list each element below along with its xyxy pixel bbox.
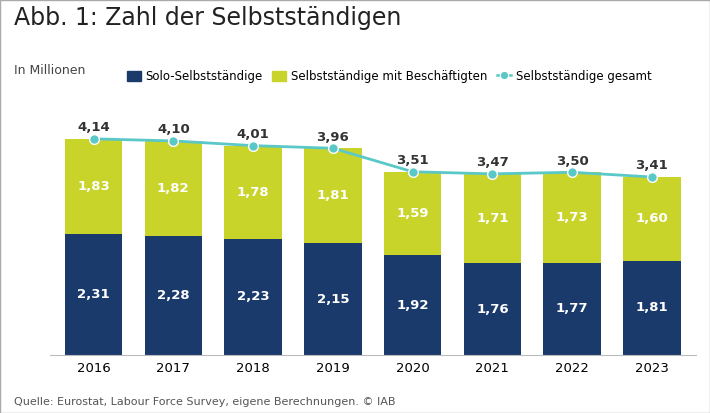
Text: Abb. 1: Zahl der Selbstständigen: Abb. 1: Zahl der Selbstständigen [14, 6, 402, 30]
Bar [65, 235, 122, 355]
Bar [145, 236, 202, 355]
Text: 1,82: 1,82 [157, 182, 190, 195]
Text: 4,10: 4,10 [157, 123, 190, 136]
Legend: Solo-Selbstständige, Selbstständige mit Beschäftigten, Selbstständige gesamt: Solo-Selbstständige, Selbstständige mit … [126, 70, 652, 83]
Text: 4,01: 4,01 [236, 128, 270, 141]
Text: 1,83: 1,83 [77, 180, 110, 193]
Text: 1,76: 1,76 [476, 303, 508, 316]
Bar [464, 263, 521, 355]
Text: 3,50: 3,50 [556, 154, 589, 168]
Text: 3,51: 3,51 [396, 154, 429, 167]
Bar [384, 172, 442, 255]
Text: 1,59: 1,59 [396, 207, 429, 220]
Bar [304, 148, 361, 243]
Text: 1,73: 1,73 [556, 211, 589, 224]
Bar [623, 177, 681, 261]
Bar [65, 139, 122, 235]
Text: 3,41: 3,41 [635, 159, 668, 172]
Text: 3,47: 3,47 [476, 156, 509, 169]
Text: 1,92: 1,92 [396, 299, 429, 311]
Bar [224, 146, 282, 239]
Bar [304, 243, 361, 355]
Bar [145, 141, 202, 236]
Text: 1,60: 1,60 [635, 212, 668, 225]
Text: 3,96: 3,96 [317, 131, 349, 144]
Text: 1,78: 1,78 [237, 185, 269, 199]
Bar [464, 174, 521, 263]
Text: 2,15: 2,15 [317, 292, 349, 306]
Bar [384, 255, 442, 355]
Text: Quelle: Eurostat, Labour Force Survey, eigene Berechnungen. © IAB: Quelle: Eurostat, Labour Force Survey, e… [14, 397, 395, 407]
Text: 2,31: 2,31 [77, 288, 110, 301]
Text: 1,77: 1,77 [556, 302, 589, 316]
Text: 4,14: 4,14 [77, 121, 110, 134]
Bar [224, 239, 282, 355]
Text: In Millionen: In Millionen [14, 64, 86, 77]
Text: 2,23: 2,23 [237, 290, 269, 304]
Bar [543, 172, 601, 263]
Text: 1,71: 1,71 [476, 212, 508, 225]
Text: 1,81: 1,81 [635, 301, 668, 314]
Bar [623, 261, 681, 355]
Text: 1,81: 1,81 [317, 189, 349, 202]
Bar [543, 263, 601, 355]
Text: 2,28: 2,28 [157, 289, 190, 302]
